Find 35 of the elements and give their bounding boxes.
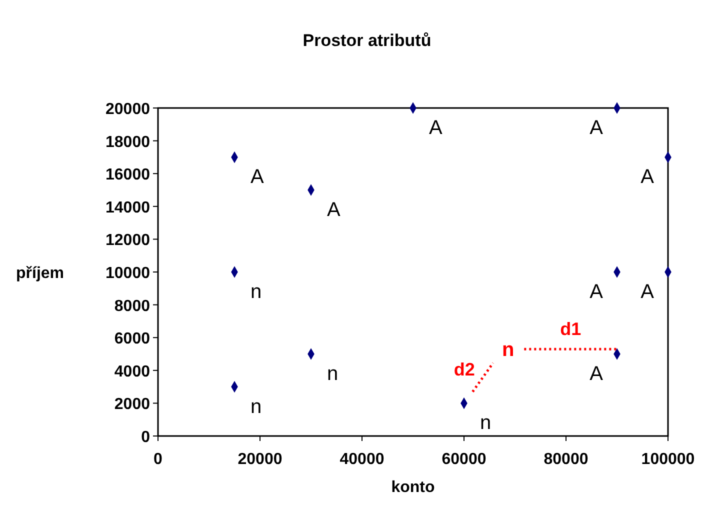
data-label: A	[590, 363, 604, 385]
y-tick-label: 2000	[114, 396, 150, 414]
data-label: A	[640, 281, 655, 303]
y-tick-label: 6000	[114, 330, 150, 348]
chart-title: Prostor atributů	[302, 31, 432, 50]
data-label: A	[590, 281, 604, 303]
data-label: A	[327, 199, 341, 221]
x-axis-title: konto	[391, 479, 435, 496]
data-label: n	[327, 363, 338, 385]
y-tick-label: 8000	[114, 298, 150, 315]
x-tick-label: 40000	[340, 451, 384, 468]
data-label: n	[502, 339, 514, 362]
data-label: A	[429, 117, 443, 139]
y-tick-label: 10000	[106, 265, 150, 282]
data-label: A	[250, 166, 264, 188]
x-tick-label: 60000	[442, 451, 486, 468]
data-label: n	[250, 281, 262, 303]
x-tick-label: 100000	[641, 451, 695, 468]
y-tick-label: 20000	[106, 101, 150, 118]
y-axis-title: příjem	[16, 265, 64, 282]
y-tick-label: 16000	[106, 166, 150, 184]
y-tick-label: 18000	[106, 134, 150, 151]
y-tick-label: 12000	[106, 232, 150, 250]
series-label: d1	[560, 319, 582, 340]
y-tick-label: 4000	[114, 363, 150, 380]
x-tick-label: 20000	[238, 451, 282, 468]
y-tick-label: 14000	[106, 199, 150, 216]
y-tick-label: 0	[141, 429, 150, 446]
data-label: A	[590, 117, 604, 139]
data-label: n	[250, 396, 262, 418]
x-tick-label: 0	[154, 451, 163, 468]
data-label: A	[640, 166, 655, 188]
data-label: n	[480, 412, 492, 434]
series-label: d2	[454, 359, 475, 380]
x-tick-label: 80000	[544, 451, 588, 468]
